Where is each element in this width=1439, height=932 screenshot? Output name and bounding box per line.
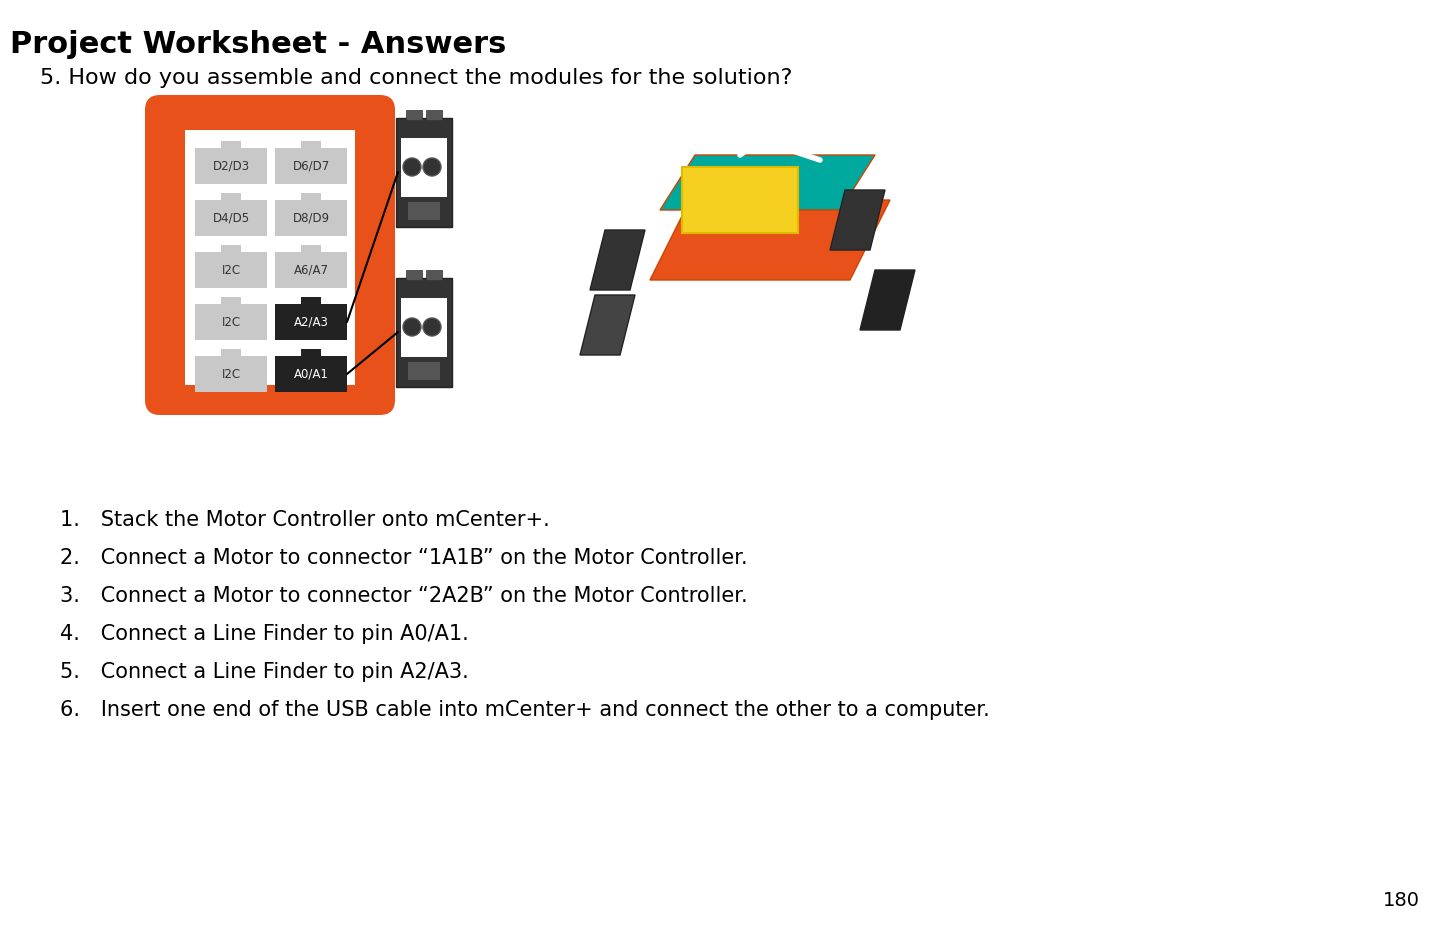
Circle shape [403, 318, 422, 336]
FancyBboxPatch shape [401, 138, 448, 197]
FancyBboxPatch shape [275, 148, 347, 184]
Text: D4/D5: D4/D5 [213, 212, 249, 225]
Circle shape [423, 318, 440, 336]
FancyBboxPatch shape [396, 278, 452, 387]
Text: A2/A3: A2/A3 [294, 316, 328, 328]
Text: A0/A1: A0/A1 [294, 367, 328, 380]
Polygon shape [661, 155, 875, 210]
Bar [301, 349, 321, 356]
Bar [426, 270, 442, 280]
Bar [222, 349, 240, 356]
Polygon shape [861, 270, 915, 330]
FancyBboxPatch shape [275, 356, 347, 392]
FancyBboxPatch shape [196, 200, 268, 236]
Text: 1. Stack the Motor Controller onto mCenter+.: 1. Stack the Motor Controller onto mCent… [60, 510, 550, 530]
FancyBboxPatch shape [275, 252, 347, 288]
Text: 4. Connect a Line Finder to pin A0/A1.: 4. Connect a Line Finder to pin A0/A1. [60, 624, 469, 644]
Text: 6. Insert one end of the USB cable into mCenter+ and connect the other to a comp: 6. Insert one end of the USB cable into … [60, 700, 990, 720]
Text: D8/D9: D8/D9 [292, 212, 330, 225]
Circle shape [403, 158, 422, 176]
FancyBboxPatch shape [401, 298, 448, 357]
Text: A6/A7: A6/A7 [294, 264, 328, 277]
FancyBboxPatch shape [275, 304, 347, 340]
Bar [222, 297, 240, 304]
Bar [222, 193, 240, 200]
Bar [426, 110, 442, 120]
FancyBboxPatch shape [196, 252, 268, 288]
Text: 3. Connect a Motor to connector “2A2B” on the Motor Controller.: 3. Connect a Motor to connector “2A2B” o… [60, 586, 748, 606]
FancyBboxPatch shape [196, 304, 268, 340]
Polygon shape [830, 190, 885, 250]
FancyBboxPatch shape [196, 148, 268, 184]
FancyBboxPatch shape [196, 356, 268, 392]
Text: 5. How do you assemble and connect the modules for the solution?: 5. How do you assemble and connect the m… [40, 68, 793, 88]
Text: Project Worksheet - Answers: Project Worksheet - Answers [10, 30, 507, 59]
Bar [301, 297, 321, 304]
Bar [301, 193, 321, 200]
Text: 5. Connect a Line Finder to pin A2/A3.: 5. Connect a Line Finder to pin A2/A3. [60, 662, 469, 682]
Text: D2/D3: D2/D3 [213, 159, 249, 172]
Bar [222, 141, 240, 148]
Polygon shape [590, 230, 645, 290]
Text: D6/D7: D6/D7 [292, 159, 330, 172]
Bar [406, 270, 422, 280]
Bar [409, 202, 440, 220]
Bar [409, 362, 440, 380]
FancyBboxPatch shape [396, 118, 452, 227]
FancyBboxPatch shape [682, 167, 799, 233]
Circle shape [423, 158, 440, 176]
FancyBboxPatch shape [145, 95, 394, 415]
Bar [301, 245, 321, 252]
Text: 180: 180 [1383, 891, 1420, 910]
FancyBboxPatch shape [186, 130, 355, 385]
Polygon shape [650, 200, 889, 280]
Text: 2. Connect a Motor to connector “1A1B” on the Motor Controller.: 2. Connect a Motor to connector “1A1B” o… [60, 548, 748, 568]
Bar [406, 110, 422, 120]
Text: I2C: I2C [222, 316, 240, 328]
Bar [301, 141, 321, 148]
FancyBboxPatch shape [275, 200, 347, 236]
Text: I2C: I2C [222, 264, 240, 277]
Bar [222, 245, 240, 252]
Text: I2C: I2C [222, 367, 240, 380]
Polygon shape [580, 295, 635, 355]
